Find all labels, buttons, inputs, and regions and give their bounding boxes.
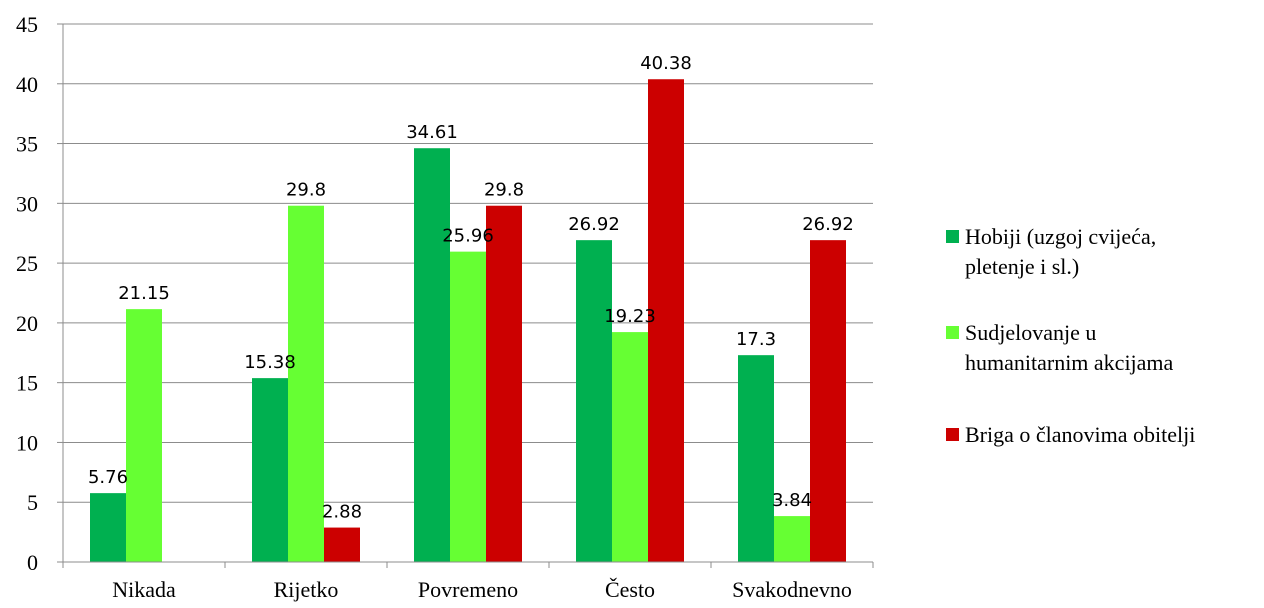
data-label: 2.88 (322, 502, 362, 523)
bar (648, 79, 684, 562)
y-tick-label: 35 (16, 132, 38, 157)
y-tick-label: 45 (16, 12, 38, 37)
bars (90, 79, 846, 563)
legend-swatch (946, 230, 959, 243)
data-label: 15.38 (244, 352, 296, 373)
y-tick-label: 30 (16, 191, 38, 216)
data-label: 25.96 (442, 226, 494, 247)
bar (576, 240, 612, 563)
bar (414, 148, 450, 563)
y-tick-label: 0 (27, 550, 38, 575)
y-tick-label: 25 (16, 251, 38, 276)
legend: Hobiji (uzgoj cvijeća, pletenje i sl.) Sud… (946, 224, 1195, 447)
legend-label: pletenje i sl.) (965, 254, 1079, 279)
legend-label: humanitarnim akcijama (965, 350, 1174, 375)
legend-swatch (946, 326, 959, 339)
y-tick-label: 5 (27, 490, 38, 515)
data-label: 17.3 (736, 329, 776, 350)
data-label: 26.92 (802, 214, 854, 235)
legend-item: Briga o članovima obitelji (946, 422, 1195, 447)
legend-label: Hobiji (uzgoj cvijeća, (965, 224, 1156, 249)
data-label: 21.15 (118, 283, 170, 304)
bar (252, 378, 288, 562)
x-axis: Nikada Rijetko Povremeno Često Svakodnevno (62, 561, 874, 602)
x-tick-label: Nikada (112, 577, 176, 602)
legend-item: Sudjelovanje u humanitarnim akcijama (946, 320, 1174, 375)
bar (450, 251, 486, 562)
legend-label: Briga o članovima obitelji (965, 422, 1195, 447)
data-label: 34.61 (406, 122, 458, 143)
y-axis: 0 5 10 15 20 25 30 35 40 45 (16, 12, 64, 575)
x-tick-label: Rijetko (274, 577, 339, 602)
y-tick-label: 20 (16, 311, 38, 336)
bar (90, 493, 126, 562)
bar (288, 205, 324, 563)
legend-item: Hobiji (uzgoj cvijeća, pletenje i sl.) (946, 224, 1156, 279)
data-label: 26.92 (568, 214, 620, 235)
bar (738, 355, 774, 562)
bar (324, 527, 360, 562)
legend-label: Sudjelovanje u (965, 320, 1096, 345)
data-labels: 5.76 21.15 15.38 29.8 2.88 34.61 25.96 29.8 26.9… (88, 53, 854, 522)
legend-swatch (946, 428, 959, 441)
y-tick-label: 40 (16, 72, 38, 97)
y-tick-label: 15 (16, 371, 38, 396)
x-tick-label: Često (605, 577, 655, 602)
data-label: 29.8 (484, 180, 524, 201)
bar (810, 240, 846, 563)
bar (486, 205, 522, 563)
data-label: 29.8 (286, 180, 326, 201)
data-label: 40.38 (640, 53, 692, 74)
bar (612, 332, 648, 562)
y-tick-label: 10 (16, 430, 38, 455)
x-tick-label: Povremeno (418, 577, 518, 602)
x-tick-label: Svakodnevno (732, 577, 852, 602)
bar (774, 516, 810, 562)
data-label: 19.23 (604, 306, 656, 327)
data-label: 5.76 (88, 467, 128, 488)
data-label: 3.84 (772, 490, 812, 511)
bar (126, 309, 162, 562)
